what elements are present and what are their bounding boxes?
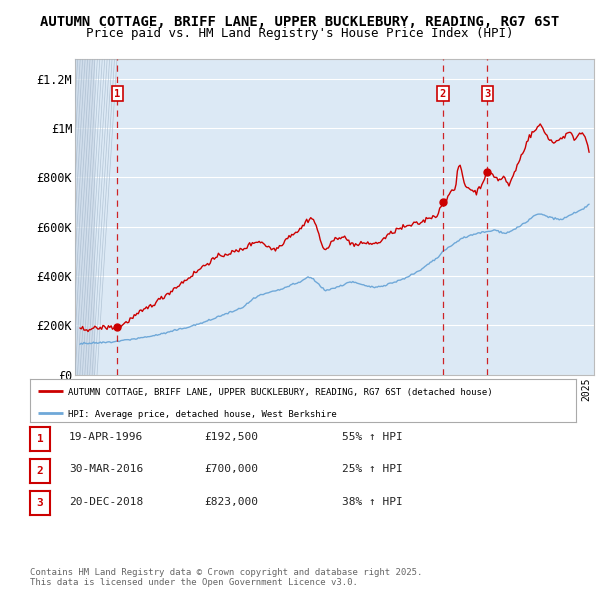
- Text: AUTUMN COTTAGE, BRIFF LANE, UPPER BUCKLEBURY, READING, RG7 6ST: AUTUMN COTTAGE, BRIFF LANE, UPPER BUCKLE…: [40, 15, 560, 29]
- Text: HPI: Average price, detached house, West Berkshire: HPI: Average price, detached house, West…: [68, 409, 337, 419]
- Text: 3: 3: [484, 88, 491, 99]
- Text: 30-MAR-2016: 30-MAR-2016: [69, 464, 143, 474]
- Polygon shape: [75, 59, 95, 375]
- Text: £192,500: £192,500: [204, 432, 258, 442]
- Text: 1: 1: [114, 88, 121, 99]
- Text: 38% ↑ HPI: 38% ↑ HPI: [342, 497, 403, 507]
- Text: £700,000: £700,000: [204, 464, 258, 474]
- Text: Price paid vs. HM Land Registry's House Price Index (HPI): Price paid vs. HM Land Registry's House …: [86, 27, 514, 40]
- Text: Contains HM Land Registry data © Crown copyright and database right 2025.
This d: Contains HM Land Registry data © Crown c…: [30, 568, 422, 587]
- Text: £823,000: £823,000: [204, 497, 258, 507]
- Text: 1: 1: [37, 434, 43, 444]
- Text: 20-DEC-2018: 20-DEC-2018: [69, 497, 143, 507]
- Text: 19-APR-1996: 19-APR-1996: [69, 432, 143, 442]
- Text: AUTUMN COTTAGE, BRIFF LANE, UPPER BUCKLEBURY, READING, RG7 6ST (detached house): AUTUMN COTTAGE, BRIFF LANE, UPPER BUCKLE…: [68, 388, 493, 398]
- Text: 3: 3: [37, 498, 43, 508]
- Text: 2: 2: [440, 88, 446, 99]
- Text: 25% ↑ HPI: 25% ↑ HPI: [342, 464, 403, 474]
- Text: 2: 2: [37, 466, 43, 476]
- Text: 55% ↑ HPI: 55% ↑ HPI: [342, 432, 403, 442]
